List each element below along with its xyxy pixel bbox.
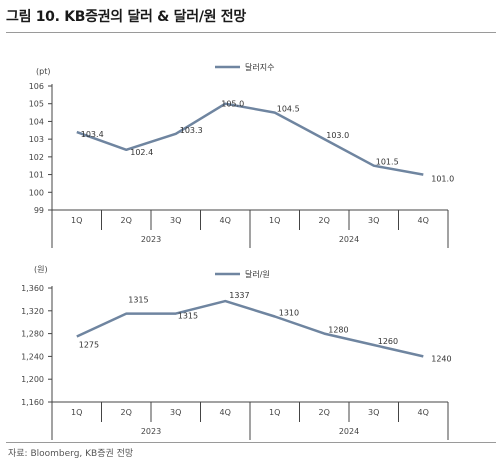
data-label: 102.4: [130, 148, 153, 157]
x-category-label: 3Q: [170, 408, 181, 417]
legend-label: 달러지수: [245, 63, 274, 72]
x-category-label: 4Q: [418, 216, 429, 225]
data-label: 1315: [128, 296, 148, 305]
x-category-label: 2Q: [121, 216, 132, 225]
data-label: 101.0: [431, 175, 454, 184]
data-label: 1275: [79, 340, 99, 349]
data-label: 1315: [178, 312, 198, 321]
y-tick-label: 100: [29, 188, 44, 197]
y-tick-label: 1,240: [21, 352, 44, 361]
x-category-label: 2Q: [319, 408, 330, 417]
source-note: 자료: Bloomberg, KB증권 전망: [8, 449, 134, 459]
x-year-label: 2023: [141, 427, 161, 436]
data-label: 101.5: [376, 158, 399, 167]
y-tick-label: 105: [29, 100, 44, 109]
x-category-label: 3Q: [368, 216, 379, 225]
x-category-label: 1Q: [71, 216, 82, 225]
data-label: 103.3: [180, 126, 203, 135]
data-label: 104.5: [277, 105, 300, 114]
legend-label: 달러/원: [245, 270, 270, 279]
page-title: 그림 10. KB증권의 달러 & 달러/원 전망: [6, 9, 246, 25]
data-label: 1240: [431, 354, 451, 363]
y-tick-label: 1,360: [21, 284, 44, 293]
x-category-label: 4Q: [220, 216, 231, 225]
usd-krw-chart: (원) 달러/원 1,160 1,200 1,240 1,280 1,320 1,360 1Q 2…: [21, 265, 452, 440]
x-category-label: 4Q: [220, 408, 231, 417]
footer-divider: [6, 442, 496, 443]
y-tick-label: 106: [29, 82, 44, 91]
y-tick-label: 101: [29, 171, 44, 180]
x-category-label: 2Q: [121, 408, 132, 417]
y-unit-label: (pt): [36, 67, 50, 76]
x-year-label: 2023: [141, 235, 161, 244]
x-year-label: 2024: [339, 235, 359, 244]
title-divider: [6, 32, 496, 33]
y-unit-label: (원): [34, 265, 48, 274]
y-tick-label: 1,280: [21, 330, 44, 339]
y-tick-label: 1,160: [21, 398, 44, 407]
data-label: 103.4: [81, 130, 104, 139]
series-line: [76, 299, 424, 358]
x-category-label: 2Q: [319, 216, 330, 225]
data-label: 1310: [279, 309, 299, 318]
y-tick-label: 99: [34, 206, 44, 215]
y-tick-label: 1,320: [21, 307, 44, 316]
x-year-label: 2024: [339, 427, 359, 436]
data-label: 103.0: [326, 131, 349, 140]
x-category-label: 1Q: [71, 408, 82, 417]
data-label: 1280: [328, 326, 348, 335]
x-category-label: 3Q: [170, 216, 181, 225]
dollar-index-chart: (pt) 달러지수 99 100 101 102 103 104 105 106 1Q 2Q 3Q 4Q 1…: [29, 63, 454, 248]
y-tick-label: 1,200: [21, 375, 44, 384]
x-category-label: 1Q: [269, 216, 280, 225]
y-tick-label: 102: [29, 153, 44, 162]
y-tick-label: 103: [29, 135, 44, 144]
data-label: 1337: [229, 291, 249, 300]
x-category-label: 3Q: [368, 408, 379, 417]
x-category-label: 4Q: [418, 408, 429, 417]
x-category-label: 1Q: [269, 408, 280, 417]
data-label: 1260: [378, 337, 398, 346]
y-tick-label: 104: [29, 117, 44, 126]
series-line: [76, 102, 424, 176]
data-label: 105.0: [221, 100, 244, 109]
